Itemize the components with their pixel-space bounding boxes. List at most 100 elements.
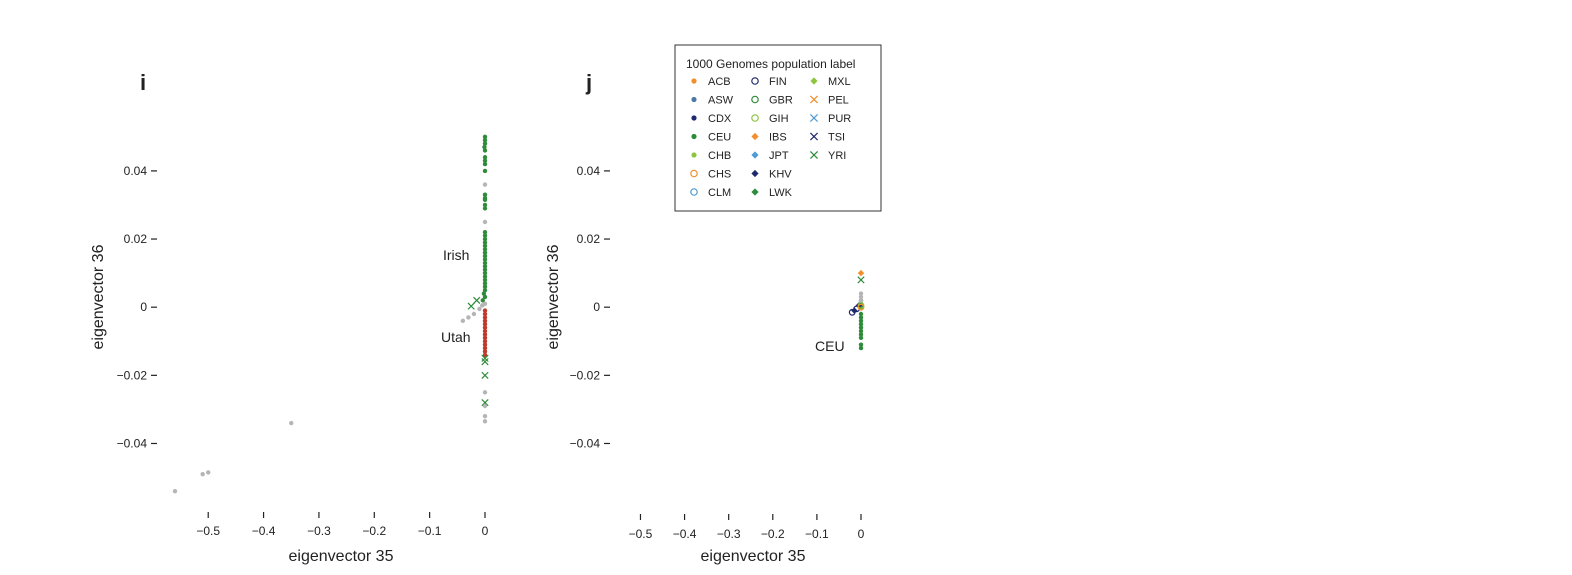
point-i-irish [482,233,488,238]
point-i-utah [482,318,488,324]
point-i-irish [482,284,488,289]
point-i-irish [482,144,487,150]
point-i-irish [482,274,488,279]
legend-label-asw: ASW [708,95,734,107]
legend-label-ceu: CEU [708,132,731,144]
point-i-other-cross [473,296,481,304]
legend-label-acb: ACB [708,76,731,88]
point-j-ceu [858,332,864,337]
point-i-irish [482,155,488,160]
point-i-other-cross-stroke [481,371,489,379]
legend-label-clm: CLM [708,187,731,199]
point-j-khv [851,307,858,314]
point-i-other [482,390,488,395]
point-i-irish [482,148,488,153]
legend-label-chs: CHS [708,169,731,181]
point-i-irish [482,277,488,283]
point-i-irish [482,253,488,259]
panel-label-i: i [140,70,146,95]
x-tick-label-j: −0.4 [673,527,697,541]
x-tick-label-i: −0.1 [418,524,442,538]
y-tick-label-j: 0.02 [577,232,601,246]
legend-marker-acb [691,78,697,84]
x-tick-label-j: −0.3 [717,527,741,541]
y-tick-label-i: 0 [140,300,147,314]
y-tick-label-i: −0.02 [117,368,148,382]
point-i-other-cross-stroke [473,296,481,304]
point-i-other-cross-stroke [467,302,475,310]
x-tick-label-i: −0.5 [196,524,220,538]
legend-marker-ibs [751,132,759,141]
point-i-irish [482,236,488,242]
y-tick-label-i: 0.02 [124,232,148,246]
point-i-irish [482,161,488,167]
x-tick-label-j: −0.2 [761,527,785,541]
x-axis-title-j: eigenvector 35 [701,548,806,565]
legend-marker-tsi-stroke [809,132,819,141]
legend-marker-chs [690,169,698,178]
legend-label-pel: PEL [828,95,849,107]
point-i-irish [482,158,488,163]
point-i-other [477,306,482,312]
legend-marker-ceu [691,133,697,140]
y-axis-title-j: eigenvector 36 [545,244,562,349]
legend-label-yri: YRI [828,150,846,162]
point-j-other [858,294,864,300]
point-j-yri [857,276,865,284]
point-i-other [482,219,488,225]
point-j-ceu [858,345,864,351]
x-tick-label-j: 0 [858,527,865,541]
point-i-other [480,303,485,308]
legend-label-gih: GIH [769,113,789,125]
point-i-utah [482,311,488,317]
x-tick-label-i: −0.4 [252,524,276,538]
point-i-other-cross [481,371,489,379]
point-i-other [460,318,466,324]
y-tick-label-j: 0.04 [577,164,601,178]
point-i-irish [482,243,488,249]
point-i-irish [482,168,488,174]
point-i-utah [482,349,488,354]
point-i-utah [482,342,488,347]
point-i-utah [482,339,488,344]
point-j-ceu [858,325,864,330]
legend-label-khv: KHV [769,169,792,181]
point-j-yri-stroke [857,276,865,284]
panel-j: j 0.04 0.02 0 −0.02 −0.04 −0.5 −0.4 −0.3 −0.2 −0.… [545,70,865,565]
legend-items: ACB ASW CDX CEU CHB CHS CLM FIN GBR GIH IBS JPT KHV L… [690,76,851,199]
panel-i: i 0.04 0.02 0 −0.02 −0.04 −0.5 −0.4 −0.3 −0.2 −0.… [90,70,489,565]
legend-marker-gih [751,114,759,122]
point-j-ceu [858,315,864,320]
x-tick-label-i: 0 [482,524,489,538]
x-tick-label-j: −0.5 [629,527,653,541]
point-j-ceu [858,342,864,347]
point-j-other [858,298,864,303]
plot-area-j: 0.04 0.02 0 −0.02 −0.04 −0.5 −0.4 −0.3 −0.2 −0.1 0 [570,164,865,541]
point-i-other-cross-stroke [481,358,489,366]
point-i-other-cross [481,398,489,407]
point-i-other-cross [481,354,489,362]
point-i-irish [482,202,488,208]
legend-label-pur: PUR [828,113,851,125]
point-i-utah [482,315,488,320]
point-j-chs [857,303,865,311]
legend-label-lwk: LWK [769,187,793,199]
annotation-utah: Utah [441,329,471,345]
point-i-other [482,414,488,419]
point-i-irish [482,287,488,293]
legend-label-jpt: JPT [769,150,789,162]
point-i-other-cross [481,358,489,366]
point-i-utah [482,345,488,351]
legend-label-gbr: GBR [769,95,793,107]
x-axis-title-i: eigenvector 35 [289,548,394,565]
legend-marker-mxl [810,77,818,85]
point-i-irish [482,192,488,197]
legend-label-ibs: IBS [769,132,787,144]
point-i-other [206,470,211,475]
point-i-irish [482,141,488,146]
point-i-other [466,315,471,320]
point-i-other [482,403,488,409]
point-j-ceu [858,328,864,334]
legend-box [674,44,882,212]
